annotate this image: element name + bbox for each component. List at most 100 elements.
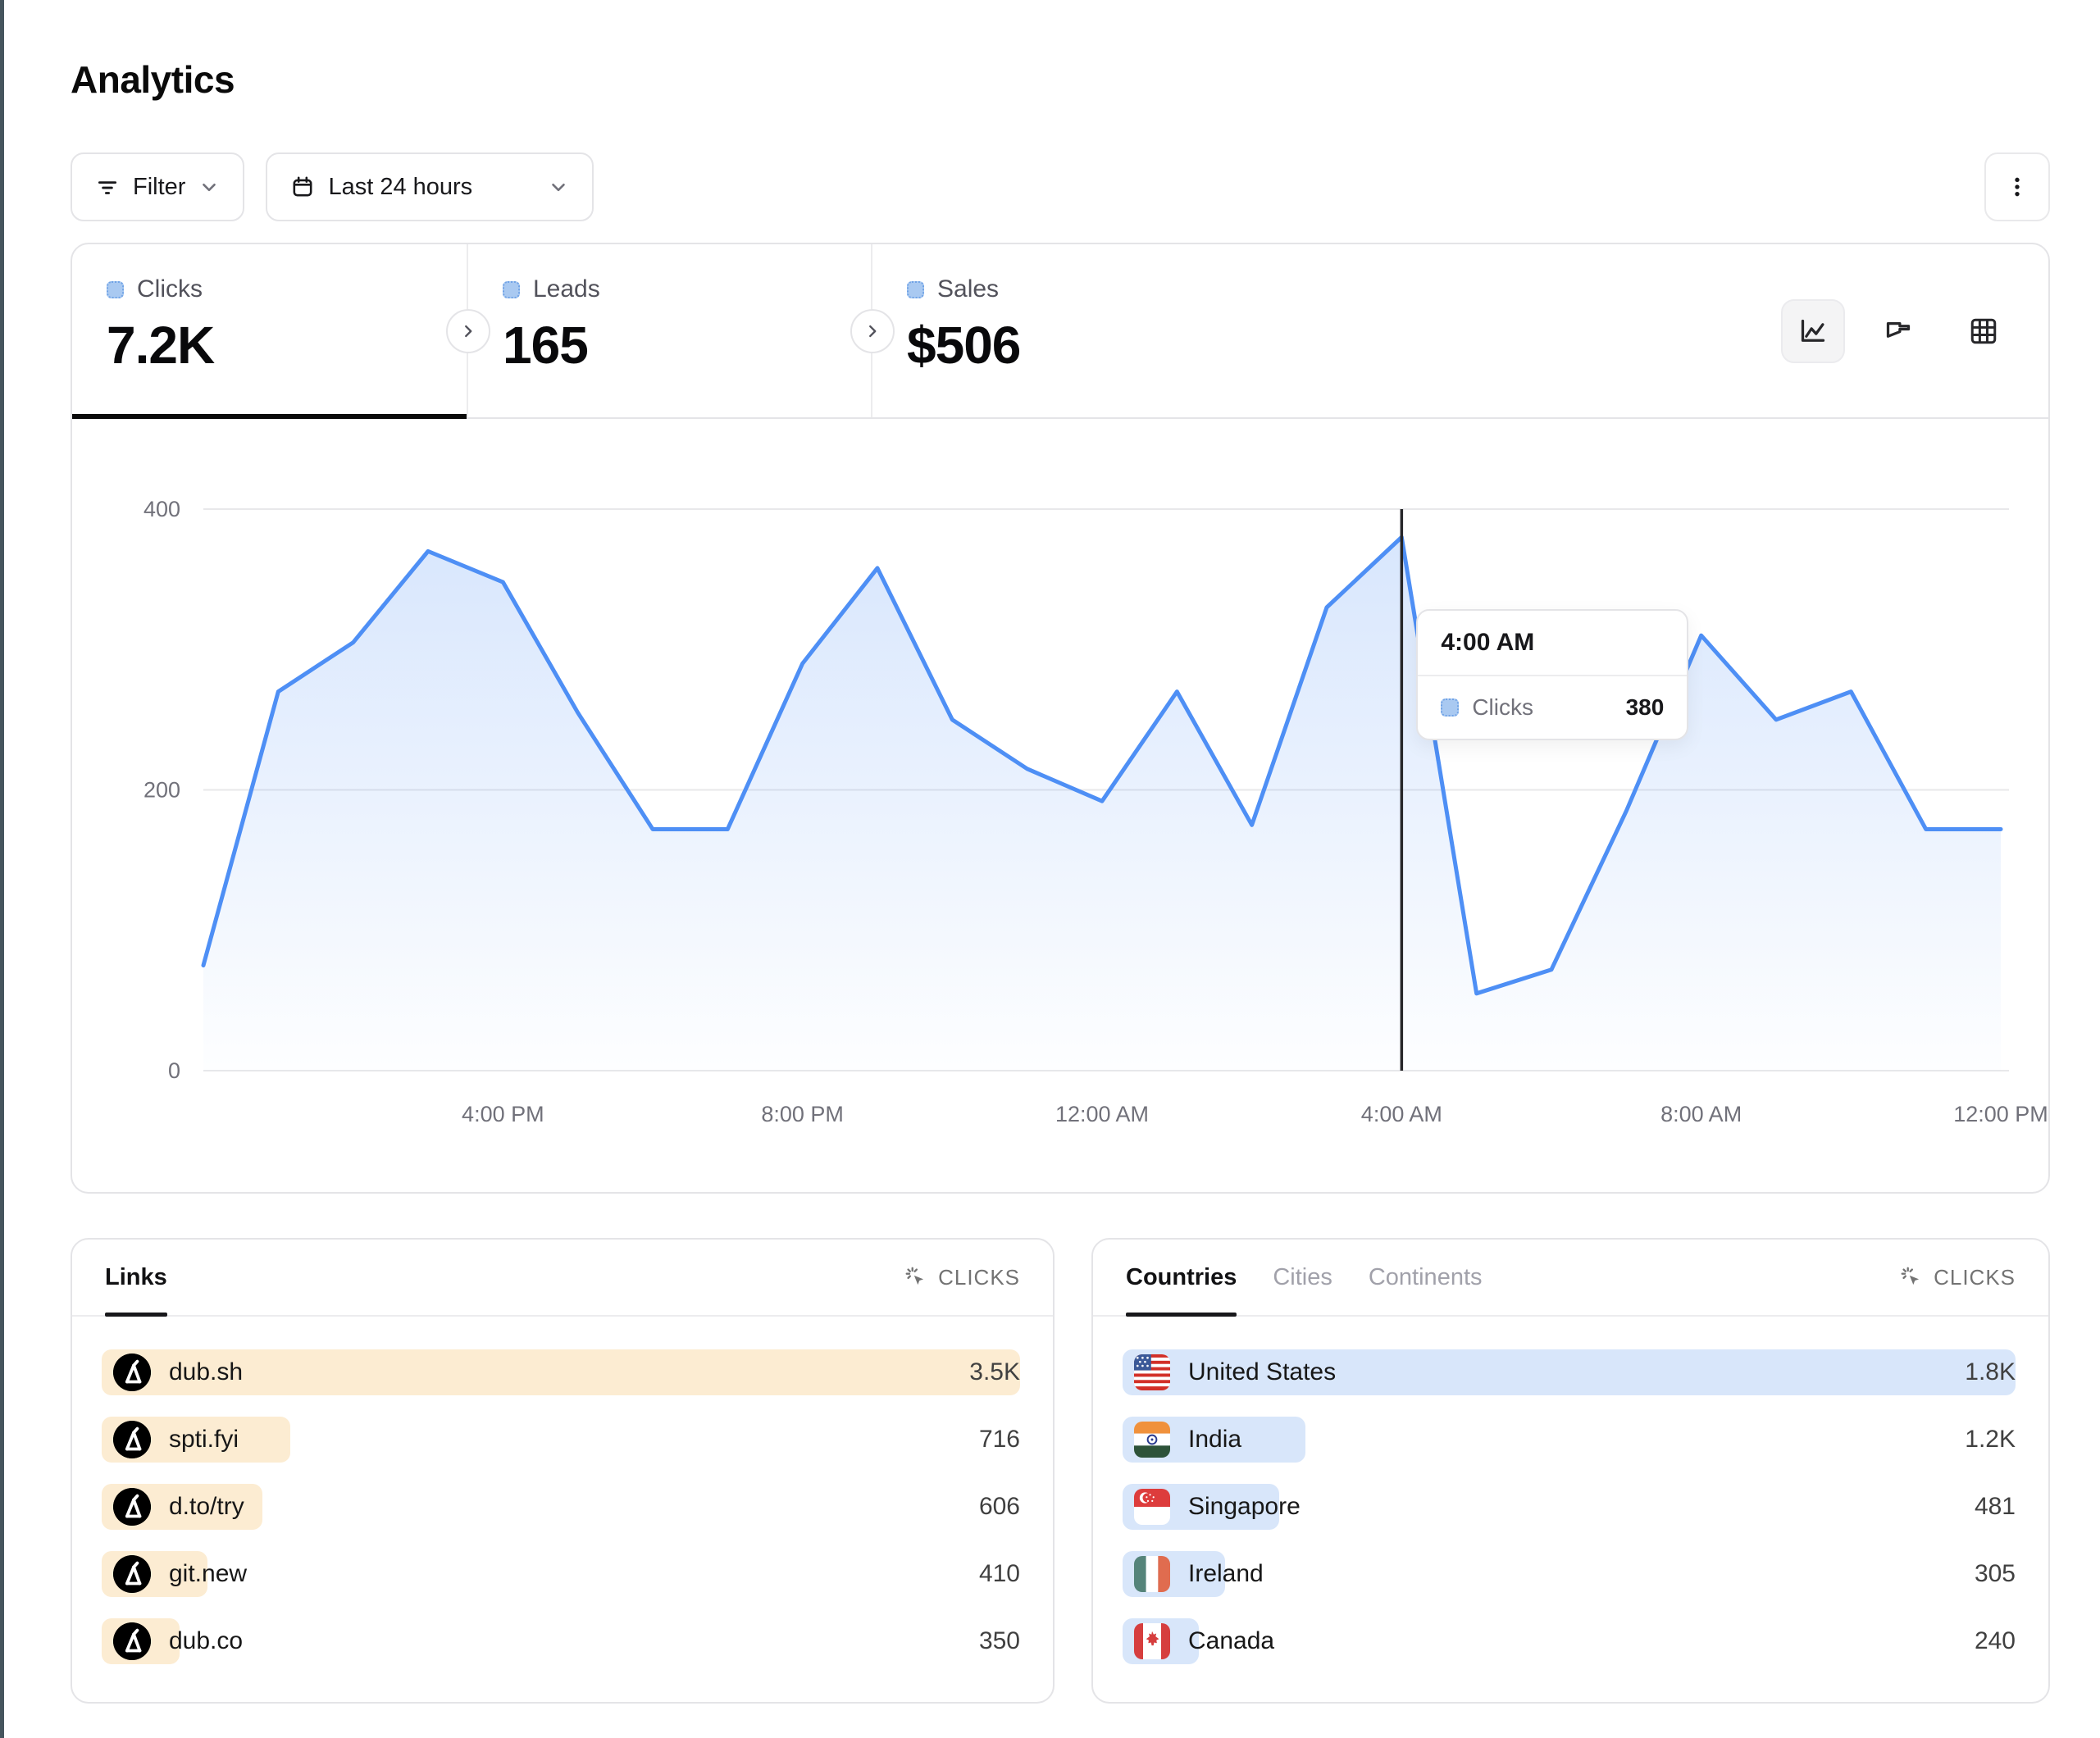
link-domain: dub.co (169, 1627, 244, 1654)
svg-text:0: 0 (168, 1058, 180, 1083)
link-row[interactable]: dub.co 350 (102, 1618, 1020, 1664)
chart-tooltip: 4:00 AM Clicks 380 (1416, 609, 1689, 740)
filter-button[interactable]: Filter (71, 152, 245, 221)
leads-legend-swatch (503, 280, 520, 298)
clicks-tab-label: Clicks (137, 275, 203, 303)
tooltip-time: 4:00 AM (1418, 611, 1688, 676)
cursor-click-icon (1899, 1265, 1924, 1290)
country-flag-icon (1134, 1489, 1170, 1525)
funnel-chart-icon (1882, 315, 1915, 348)
svg-text:8:00 PM: 8:00 PM (761, 1102, 844, 1126)
links-metric-label: CLICKS (938, 1264, 1020, 1290)
sales-tab-value: $506 (907, 316, 1021, 375)
page-title: Analytics (71, 58, 235, 101)
links-metric-selector[interactable]: CLICKS (904, 1240, 1020, 1315)
toolbar: Filter Last 24 hours (71, 152, 594, 221)
leads-tab-label: Leads (533, 275, 600, 303)
link-row[interactable]: spti.fyi 716 (102, 1417, 1020, 1463)
link-clicks-value: 3.5K (969, 1358, 1020, 1385)
country-row[interactable]: India 1.2K (1123, 1417, 2016, 1463)
country-clicks-value: 305 (1974, 1560, 2016, 1587)
tab-cities[interactable]: Cities (1273, 1263, 1332, 1290)
geo-metric-label: CLICKS (1934, 1264, 2016, 1290)
tab-clicks[interactable]: Clicks 7.2K (72, 244, 468, 419)
chevron-down-icon (198, 176, 220, 198)
date-range-label: Last 24 hours (328, 173, 473, 200)
dub-logo-icon (113, 1622, 151, 1660)
clicks-timeseries-chart: 0 200 400 4:00 PM 8:00 PM 12:00 AM 4:00 AM 8:00… (72, 419, 2048, 1192)
tooltip-series-label: Clicks (1472, 694, 1533, 720)
dub-logo-icon (113, 1421, 151, 1458)
expand-sales-button[interactable] (850, 309, 895, 353)
tab-links[interactable]: Links (105, 1240, 167, 1317)
dub-logo-icon (113, 1555, 151, 1593)
country-row[interactable]: Singapore 481 (1123, 1484, 2016, 1530)
country-row[interactable]: United States 1.8K (1123, 1349, 2016, 1395)
expand-leads-button[interactable] (446, 309, 490, 353)
line-chart-view-button[interactable] (1781, 299, 1845, 363)
svg-text:8:00 AM: 8:00 AM (1660, 1102, 1742, 1126)
country-flag-icon (1134, 1623, 1170, 1659)
country-flag-icon (1134, 1422, 1170, 1458)
country-clicks-value: 481 (1974, 1493, 2016, 1520)
chart-type-switcher (1781, 299, 2016, 363)
more-options-button[interactable] (1984, 152, 2050, 221)
tab-leads[interactable]: Leads 165 (468, 244, 872, 417)
country-row[interactable]: Canada 240 (1123, 1618, 2016, 1664)
date-range-button[interactable]: Last 24 hours (266, 152, 594, 221)
link-domain: spti.fyi (169, 1426, 239, 1453)
link-domain: d.to/try (169, 1493, 244, 1520)
left-edge-accent (0, 0, 4, 1738)
country-name: Ireland (1188, 1560, 1264, 1587)
table-view-button[interactable] (1952, 299, 2016, 363)
svg-text:4:00 PM: 4:00 PM (462, 1102, 544, 1126)
country-clicks-value: 240 (1974, 1627, 2016, 1654)
stats-tab-row: Clicks 7.2K Leads 165 Sales $506 (72, 244, 2048, 419)
filter-icon (95, 175, 120, 199)
chevron-down-icon (548, 176, 569, 198)
clicks-legend-swatch (107, 280, 124, 298)
link-row[interactable]: d.to/try 606 (102, 1484, 1020, 1530)
tooltip-series-swatch (1441, 698, 1460, 717)
link-domain: git.new (169, 1560, 248, 1587)
sales-legend-swatch (907, 280, 924, 298)
svg-text:12:00 AM: 12:00 AM (1055, 1102, 1149, 1126)
link-row[interactable]: dub.sh 3.5K (102, 1349, 1020, 1395)
links-list: dub.sh 3.5K spti.fyi 716 d.to/try 606 (72, 1317, 1053, 1664)
leads-tab-value: 165 (503, 316, 589, 375)
area-chart-canvas: 0 200 400 4:00 PM 8:00 PM 12:00 AM 4:00 AM 8:00… (143, 497, 2048, 1126)
svg-text:200: 200 (143, 778, 180, 803)
link-clicks-value: 606 (978, 1493, 1020, 1520)
dub-logo-icon (113, 1354, 151, 1391)
countries-list: United States 1.8K India 1.2K Singapore … (1093, 1317, 2048, 1664)
country-clicks-value: 1.2K (1965, 1426, 2016, 1453)
link-clicks-value: 410 (978, 1560, 1020, 1587)
tab-sales[interactable]: Sales $506 (872, 244, 2048, 417)
analytics-card: Clicks 7.2K Leads 165 Sales $506 (71, 243, 2050, 1194)
tab-continents[interactable]: Continents (1368, 1263, 1483, 1290)
link-domain: dub.sh (169, 1358, 244, 1385)
svg-text:400: 400 (143, 497, 180, 521)
sales-tab-label: Sales (937, 275, 1000, 303)
country-name: Canada (1188, 1627, 1275, 1654)
country-flag-icon (1134, 1354, 1170, 1390)
tab-countries[interactable]: Countries (1126, 1240, 1237, 1317)
country-clicks-value: 1.8K (1965, 1358, 2016, 1385)
country-name: Singapore (1188, 1493, 1301, 1520)
svg-text:4:00 AM: 4:00 AM (1361, 1102, 1442, 1126)
tooltip-series-value: 380 (1625, 694, 1665, 720)
funnel-view-button[interactable] (1866, 299, 1930, 363)
clicks-tab-value: 7.2K (107, 316, 215, 375)
link-clicks-value: 716 (978, 1426, 1020, 1453)
svg-text:12:00 PM: 12:00 PM (1953, 1102, 2048, 1126)
country-name: India (1188, 1426, 1242, 1453)
link-row[interactable]: git.new 410 (102, 1551, 1020, 1597)
country-name: United States (1188, 1358, 1337, 1385)
kebab-menu-icon (2004, 174, 2030, 200)
geo-panel: Countries Cities Continents CLICKS Unite… (1091, 1238, 2050, 1704)
link-clicks-value: 350 (978, 1627, 1020, 1654)
calendar-icon (290, 175, 315, 199)
country-row[interactable]: Ireland 305 (1123, 1551, 2016, 1597)
link-clicks-bar (102, 1349, 1020, 1395)
geo-metric-selector[interactable]: CLICKS (1899, 1240, 2016, 1315)
